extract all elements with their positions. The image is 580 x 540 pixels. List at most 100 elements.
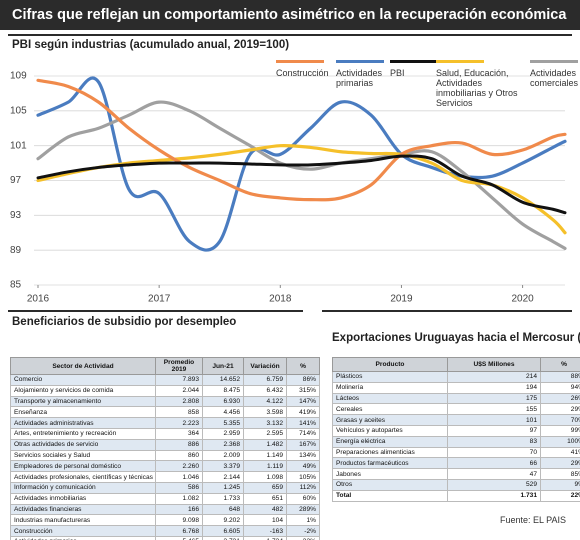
cell: 482 xyxy=(243,503,287,516)
cell: Actividades financieras xyxy=(10,503,156,516)
cell: 104 xyxy=(243,514,287,527)
cell: Alojamiento y servicios de comida xyxy=(10,384,156,397)
cell: 1.245 xyxy=(202,481,244,494)
cell: Cereales xyxy=(332,403,448,416)
header-row: Sector de Actividad Promedio 2019 Jun-21 Va… xyxy=(10,357,320,375)
cell: 714% xyxy=(286,427,320,440)
cell: 41% xyxy=(540,446,580,459)
table: Sector de Actividad Promedio 2019 Jun-21 Va… xyxy=(10,357,320,540)
cell: 5.465 xyxy=(155,535,203,540)
row: Alojamiento y servicios de comida 2.044 8.… xyxy=(10,384,320,397)
cell: Enseñanza xyxy=(10,406,156,419)
cell: 134% xyxy=(286,449,320,462)
cell: 166 xyxy=(155,503,203,516)
row: Empleadores de personal doméstico 2.260 3.… xyxy=(10,460,320,473)
cell: Otros xyxy=(332,478,448,491)
legend-label: Actividades primarias xyxy=(336,68,383,88)
cell: 1.733 xyxy=(202,492,244,505)
cell: -1.734 xyxy=(243,535,287,540)
row: Transporte y almacenamiento 2.808 6.930 4.1… xyxy=(10,395,320,408)
legend-item: Salud, Educación, Actividades inmobiliar… xyxy=(436,60,528,108)
cell: 289% xyxy=(286,503,320,516)
y-tick-label: 109 xyxy=(10,71,27,82)
cell: 4.122 xyxy=(243,395,287,408)
table-title: Exportaciones Uruguayas hacia el Mercosu… xyxy=(332,332,580,344)
cell: Actividades profesionales, científicas y… xyxy=(10,471,156,483)
rule xyxy=(322,310,572,312)
cell: 2.368 xyxy=(202,438,244,451)
cell: 155 xyxy=(447,403,541,416)
cell: 60% xyxy=(286,492,320,505)
cell: 112% xyxy=(286,481,320,494)
cell: Artes, entretenimiento y recreación xyxy=(10,427,156,440)
cell: 2.595 xyxy=(243,427,287,440)
cell: 83 xyxy=(447,435,541,448)
cell: 651 xyxy=(243,492,287,505)
cell: 70 xyxy=(447,446,541,459)
cell: 105% xyxy=(286,471,320,483)
cell: 66 xyxy=(447,457,541,470)
legend-swatch xyxy=(436,60,484,63)
x-tick-label: 2018 xyxy=(269,294,292,305)
legend-swatch xyxy=(336,60,384,63)
cell: Plásticos xyxy=(332,371,448,383)
cell: Lácteos xyxy=(332,392,448,405)
header-row: Producto U$S Millones% xyxy=(332,357,580,372)
cell: Transporte y almacenamiento xyxy=(10,395,156,408)
cell: 1% xyxy=(286,514,320,527)
column-header: Jun-21 xyxy=(202,357,244,375)
cell: 85% xyxy=(540,468,580,480)
cell: 70% xyxy=(540,414,580,426)
line-series xyxy=(36,154,567,215)
cell: Total xyxy=(332,489,448,502)
cell: 100% xyxy=(540,435,580,448)
cell: 49% xyxy=(286,460,320,473)
row: Industrias manufactureras 9.098 9.202 104 1% xyxy=(10,514,320,527)
cell: 4.456 xyxy=(202,406,244,419)
cell: 1.046 xyxy=(155,471,203,483)
cell: 86% xyxy=(286,374,320,386)
cell: 2.044 xyxy=(155,384,203,397)
cell: 586 xyxy=(155,481,203,494)
cell: 6.605 xyxy=(202,525,244,537)
x-tick-label: 2020 xyxy=(511,294,534,305)
cell: 141% xyxy=(286,417,320,429)
line-series xyxy=(36,78,567,202)
cell: 3.731 xyxy=(202,535,244,540)
cell: 3.132 xyxy=(243,417,287,429)
cell: Empleadores de personal doméstico xyxy=(10,460,156,473)
table-title: Beneficiarios de subsidio por desempleo xyxy=(12,316,237,328)
y-tick-label: 93 xyxy=(10,210,22,221)
cell: 26% xyxy=(540,392,580,405)
cell: 97 xyxy=(447,424,541,437)
cell: 2.808 xyxy=(155,395,203,408)
cell: Preparaciones alimenticias xyxy=(332,446,448,459)
legend-item: Actividades comerciales xyxy=(530,60,578,88)
row: Enseñanza 858 4.456 3.598 419% xyxy=(10,406,320,419)
column-header: Sector de Actividad xyxy=(10,357,156,375)
cell: 3.379 xyxy=(202,460,244,473)
cell: Actividades inmobiliarias xyxy=(10,492,156,505)
cell: 99% xyxy=(540,424,580,437)
legend-swatch xyxy=(276,60,324,63)
cell: 1.482 xyxy=(243,438,287,451)
cell: 94% xyxy=(540,381,580,394)
cell: 315% xyxy=(286,384,320,397)
cell: 194 xyxy=(447,381,541,394)
cell: 47 xyxy=(447,468,541,480)
cell: 858 xyxy=(155,406,203,419)
cell: 529 xyxy=(447,478,541,491)
cell: Actividades administrativas xyxy=(10,417,156,429)
cell: -2% xyxy=(286,525,320,537)
cell: Comercio xyxy=(10,374,156,386)
row: Artes, entretenimiento y recreación 364 2.… xyxy=(10,427,320,440)
x-tick-label: 2019 xyxy=(390,294,413,305)
cell: 7.893 xyxy=(155,374,203,386)
legend-label: Construcción xyxy=(276,68,329,78)
column-header: % xyxy=(286,357,320,375)
